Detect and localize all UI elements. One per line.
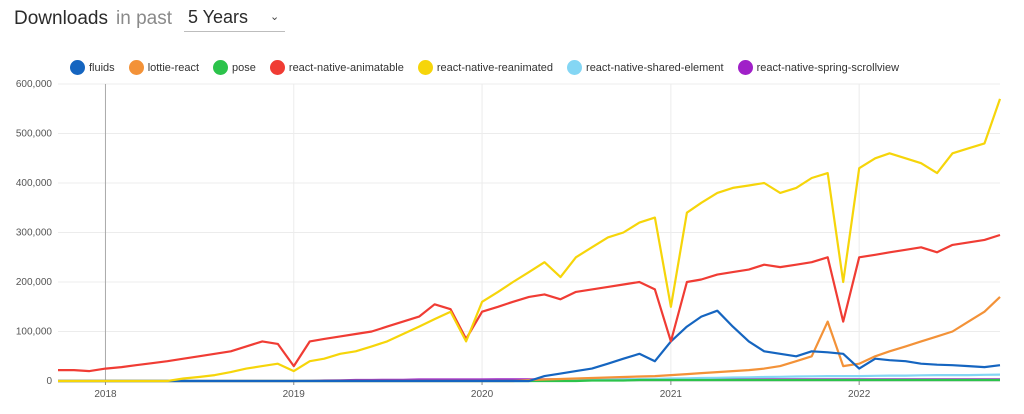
legend-dot-icon [213,60,229,75]
legend-label: react-native-reanimated [436,61,554,74]
legend-dot-icon [417,60,433,75]
legend-item-react-native-reanimated[interactable]: react-native-reanimated [417,60,554,75]
period-value: 5 Years [187,6,249,27]
legend-item-lottie-react[interactable]: lottie-react [128,60,200,75]
x-tick-label: 2020 [471,389,494,400]
y-tick-label: 0 [46,376,52,387]
legend-label: react-native-spring-scrollview [756,61,900,74]
legend-dot-icon [70,60,85,75]
y-tick-label: 400,000 [16,178,53,189]
legend-item-pose[interactable]: pose [213,60,256,75]
legend-item-react-native-animatable[interactable]: react-native-animatable [269,60,404,75]
y-tick-label: 300,000 [16,228,53,239]
series-line-react-native-animatable [58,233,1001,373]
legend-label: fluids [89,61,115,74]
legend-label: lottie-react [147,61,200,74]
chart-legend: fluids lottie-react pose react-native-anima… [70,60,899,75]
period-select[interactable]: 5 Years ⌄ [183,6,286,32]
y-tick-label: 500,000 [16,129,53,140]
y-tick-label: 100,000 [16,327,53,338]
legend-label: react-native-shared-element [586,61,724,74]
legend-dot-icon [737,60,753,75]
x-tick-label: 2018 [94,389,117,400]
legend-dot-icon [567,60,583,75]
legend-label: pose [232,61,256,74]
downloads-title: Downloads [14,8,108,29]
chevron-down-icon: ⌄ [270,10,280,23]
legend-dot-icon [128,60,144,75]
x-tick-label: 2019 [283,389,306,400]
legend-dot-icon [269,60,285,75]
x-tick-label: 2022 [848,389,871,400]
y-tick-label: 600,000 [16,79,53,90]
x-tick-label: 2021 [660,389,683,400]
legend-item-fluids[interactable]: fluids [70,60,115,75]
legend-item-react-native-shared-element[interactable]: react-native-shared-element [567,60,724,75]
page-header: Downloads in past 5 Years ⌄ [14,4,286,34]
period-prefix: in past [116,8,172,29]
series-line-fluids [58,309,1001,383]
y-tick-label: 200,000 [16,277,53,288]
legend-item-react-native-spring-scrollview[interactable]: react-native-spring-scrollview [737,60,900,75]
legend-label: react-native-animatable [288,61,404,74]
series-line-react-native-reanimated [58,98,1002,383]
